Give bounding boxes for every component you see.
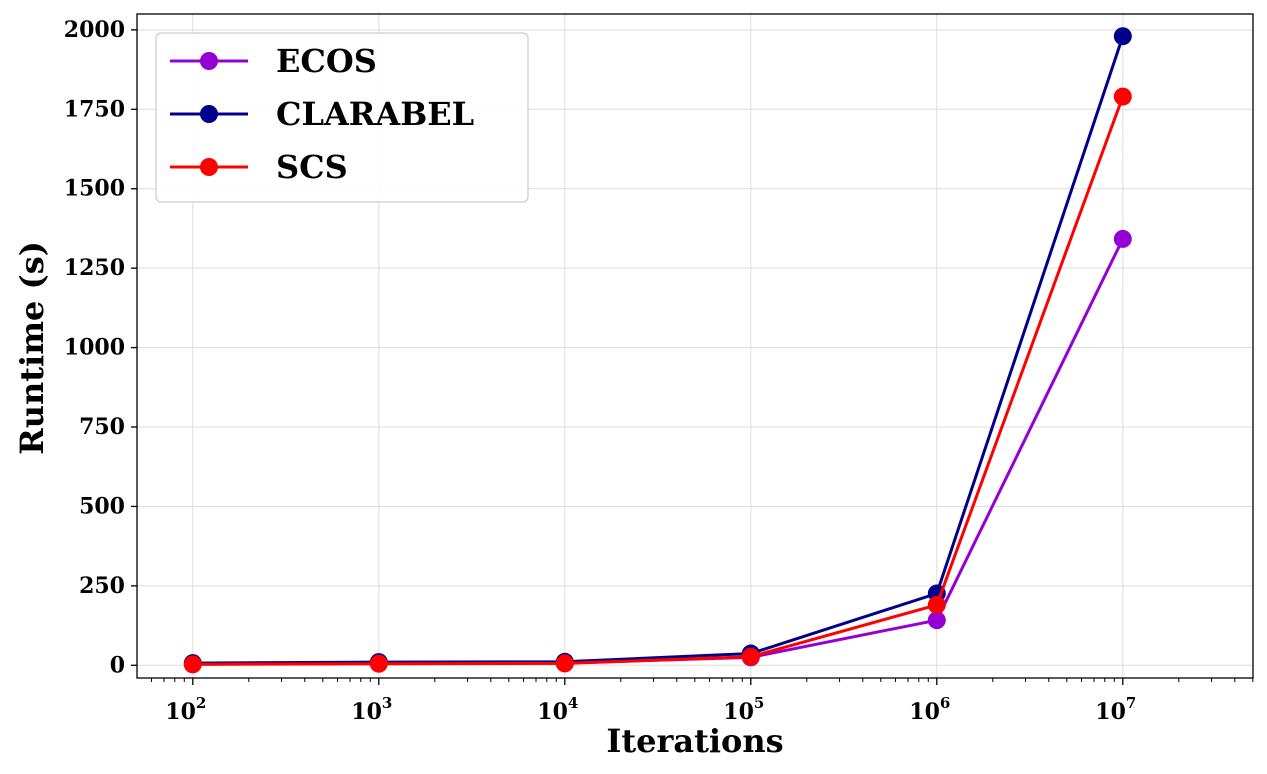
series-layer [183,27,1132,674]
x-tick-label: 103 [351,694,392,725]
data-point-scs [369,654,388,673]
x-tick-label: 105 [723,694,764,725]
x-tick-base: 10 [351,699,382,725]
data-point-scs [1113,87,1132,106]
legend-item-clarabel: CLARABEL [170,95,474,133]
x-tick-exponent: 3 [382,694,392,712]
series-line-scs [192,96,1125,666]
x-tick-exponent: 6 [940,694,950,712]
x-axis-title: Iterations [606,722,783,760]
y-tick-label: 1000 [64,335,125,361]
legend-item-scs: SCS [170,148,348,186]
x-tick-label: 106 [909,694,950,725]
legend: ECOS CLARABEL SCS [155,32,529,203]
y-tick-label: 2000 [64,17,125,43]
x-tick-base: 10 [1095,699,1126,725]
legend-label-ecos: ECOS [276,42,377,80]
x-tick-exponent: 2 [196,694,206,712]
data-point-scs [183,655,202,674]
x-tick-exponent: 5 [754,694,764,712]
data-point-clarabel [1113,27,1132,46]
x-tick-base: 10 [723,699,754,725]
y-tick-label: 1500 [64,176,125,202]
x-tick-label: 102 [165,694,206,725]
x-tick-exponent: 7 [1126,694,1136,712]
x-tick-label: 104 [537,694,578,725]
legend-marker-clarabel [200,105,218,123]
series-line-clarabel [192,35,1125,665]
x-axis-ticks: 102 103 104 105 106 107 [151,678,1254,725]
x-tick-base: 10 [909,699,940,725]
y-axis-title: Runtime (s) [13,241,51,455]
x-tick-base: 10 [165,699,196,725]
series-ecos [183,229,1132,674]
y-axis-ticks: 0 250 500 750 1000 1250 1500 1750 2000 [64,17,137,678]
x-tick-base: 10 [537,699,568,725]
legend-box [155,32,529,203]
legend-item-ecos: ECOS [170,42,377,80]
legend-marker-scs [200,158,218,176]
y-tick-label: 1750 [64,96,125,122]
x-tick-exponent: 4 [568,694,578,712]
y-tick-label: 1250 [64,255,125,281]
data-point-scs [927,595,946,614]
x-tick-label: 107 [1095,694,1136,725]
y-tick-label: 750 [79,414,125,440]
y-tick-label: 250 [79,573,125,599]
y-tick-label: 500 [79,493,125,519]
data-point-scs [741,647,760,666]
legend-label-scs: SCS [276,148,348,186]
data-point-ecos [1113,229,1132,248]
series-scs [183,87,1132,674]
y-tick-label: 0 [110,652,125,678]
legend-marker-ecos [200,52,218,70]
data-point-scs [555,654,574,673]
data-point-ecos [927,611,946,630]
legend-label-clarabel: CLARABEL [276,95,474,133]
